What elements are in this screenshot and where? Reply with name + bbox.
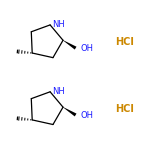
Text: NH: NH [52,20,64,29]
Text: HCl: HCl [115,37,134,47]
Polygon shape [63,107,76,116]
Polygon shape [63,40,76,50]
Text: OH: OH [81,44,94,53]
Text: HCl: HCl [115,104,134,114]
Text: NH: NH [52,86,64,96]
Text: OH: OH [81,111,94,119]
